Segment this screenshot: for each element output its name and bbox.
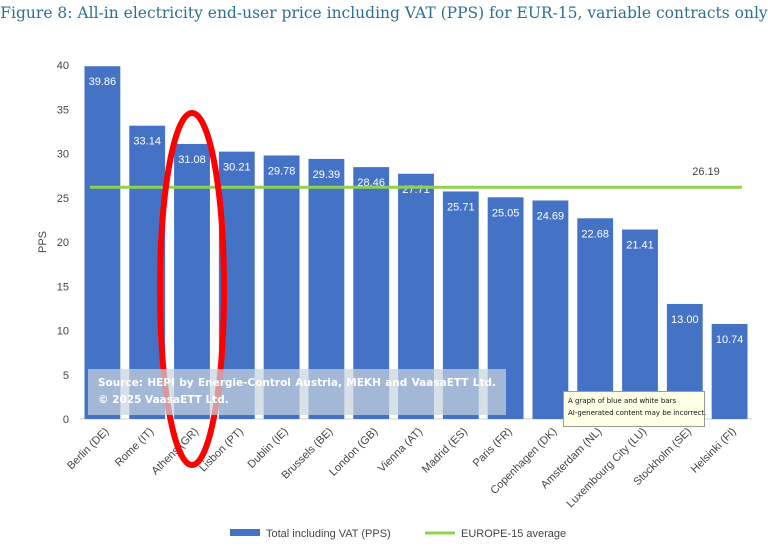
ai-alt-text-tooltip: A graph of blue and white bars AI-genera… <box>563 391 707 427</box>
bar <box>84 66 121 419</box>
bar <box>622 229 658 419</box>
y-tick-label: 35 <box>57 104 69 116</box>
x-tick-label: Rome (IT) <box>113 426 156 469</box>
x-tick-label: Dublin (IE) <box>245 426 290 471</box>
bar-value-label: 21.41 <box>626 240 654 252</box>
source-overlay: Source: HEPI by Energie-Control Austria,… <box>88 369 506 415</box>
y-tick-label: 25 <box>57 193 69 205</box>
bar-value-label: 31.08 <box>178 154 206 166</box>
x-tick-label: Vienna (AT) <box>376 426 425 475</box>
x-tick-label: Paris (FR) <box>471 426 515 470</box>
bar <box>577 218 614 419</box>
bar-value-label: 22.68 <box>581 228 609 240</box>
y-tick-label: 20 <box>57 237 69 249</box>
y-tick-label: 40 <box>57 60 69 72</box>
bar-value-label: 30.21 <box>223 162 251 174</box>
legend-label-total: Total including VAT (PPS) <box>266 528 391 540</box>
ai-tooltip-description: A graph of blue and white bars <box>568 397 677 405</box>
legend-label-average: EUROPE-15 average <box>461 528 566 540</box>
x-tick-label: London (GB) <box>327 426 380 479</box>
y-tick-label: 10 <box>57 326 69 338</box>
bar-value-label: 13.00 <box>671 314 699 326</box>
bar-value-label: 27.71 <box>402 184 430 196</box>
figure-title: Figure 8: All-in electricity end-user pr… <box>0 4 768 22</box>
bar-value-label: 29.39 <box>313 169 341 181</box>
bar-value-label: 24.69 <box>537 210 565 222</box>
legend-swatch-bar <box>230 529 260 536</box>
y-tick-label: 30 <box>57 149 69 161</box>
x-tick-label: Luxembourg City (LU) <box>565 426 650 511</box>
ai-tooltip-disclaimer: AI-generated content may be incorrect. <box>568 409 707 417</box>
bar-value-label: 33.14 <box>133 136 161 148</box>
x-tick-label: Helsinki (FI) <box>689 426 739 476</box>
bar-value-label: 25.05 <box>492 207 520 219</box>
highlight-ellipse <box>157 110 227 468</box>
bar-value-label: 39.86 <box>89 76 117 88</box>
bar-value-label: 10.74 <box>716 334 744 346</box>
average-value-label: 26.19 <box>692 166 720 178</box>
y-axis-label: PPS <box>37 231 49 253</box>
bar-value-label: 29.78 <box>268 165 296 177</box>
x-tick-label: Berlin (DE) <box>65 426 112 473</box>
y-tick-label: 15 <box>57 281 69 293</box>
y-tick-label: 5 <box>63 370 69 382</box>
x-tick-label: Madrid (ES) <box>420 426 470 476</box>
y-tick-label: 0 <box>63 414 69 426</box>
bar <box>532 200 569 419</box>
bar <box>711 323 748 419</box>
bar-value-label: 25.71 <box>447 201 475 213</box>
